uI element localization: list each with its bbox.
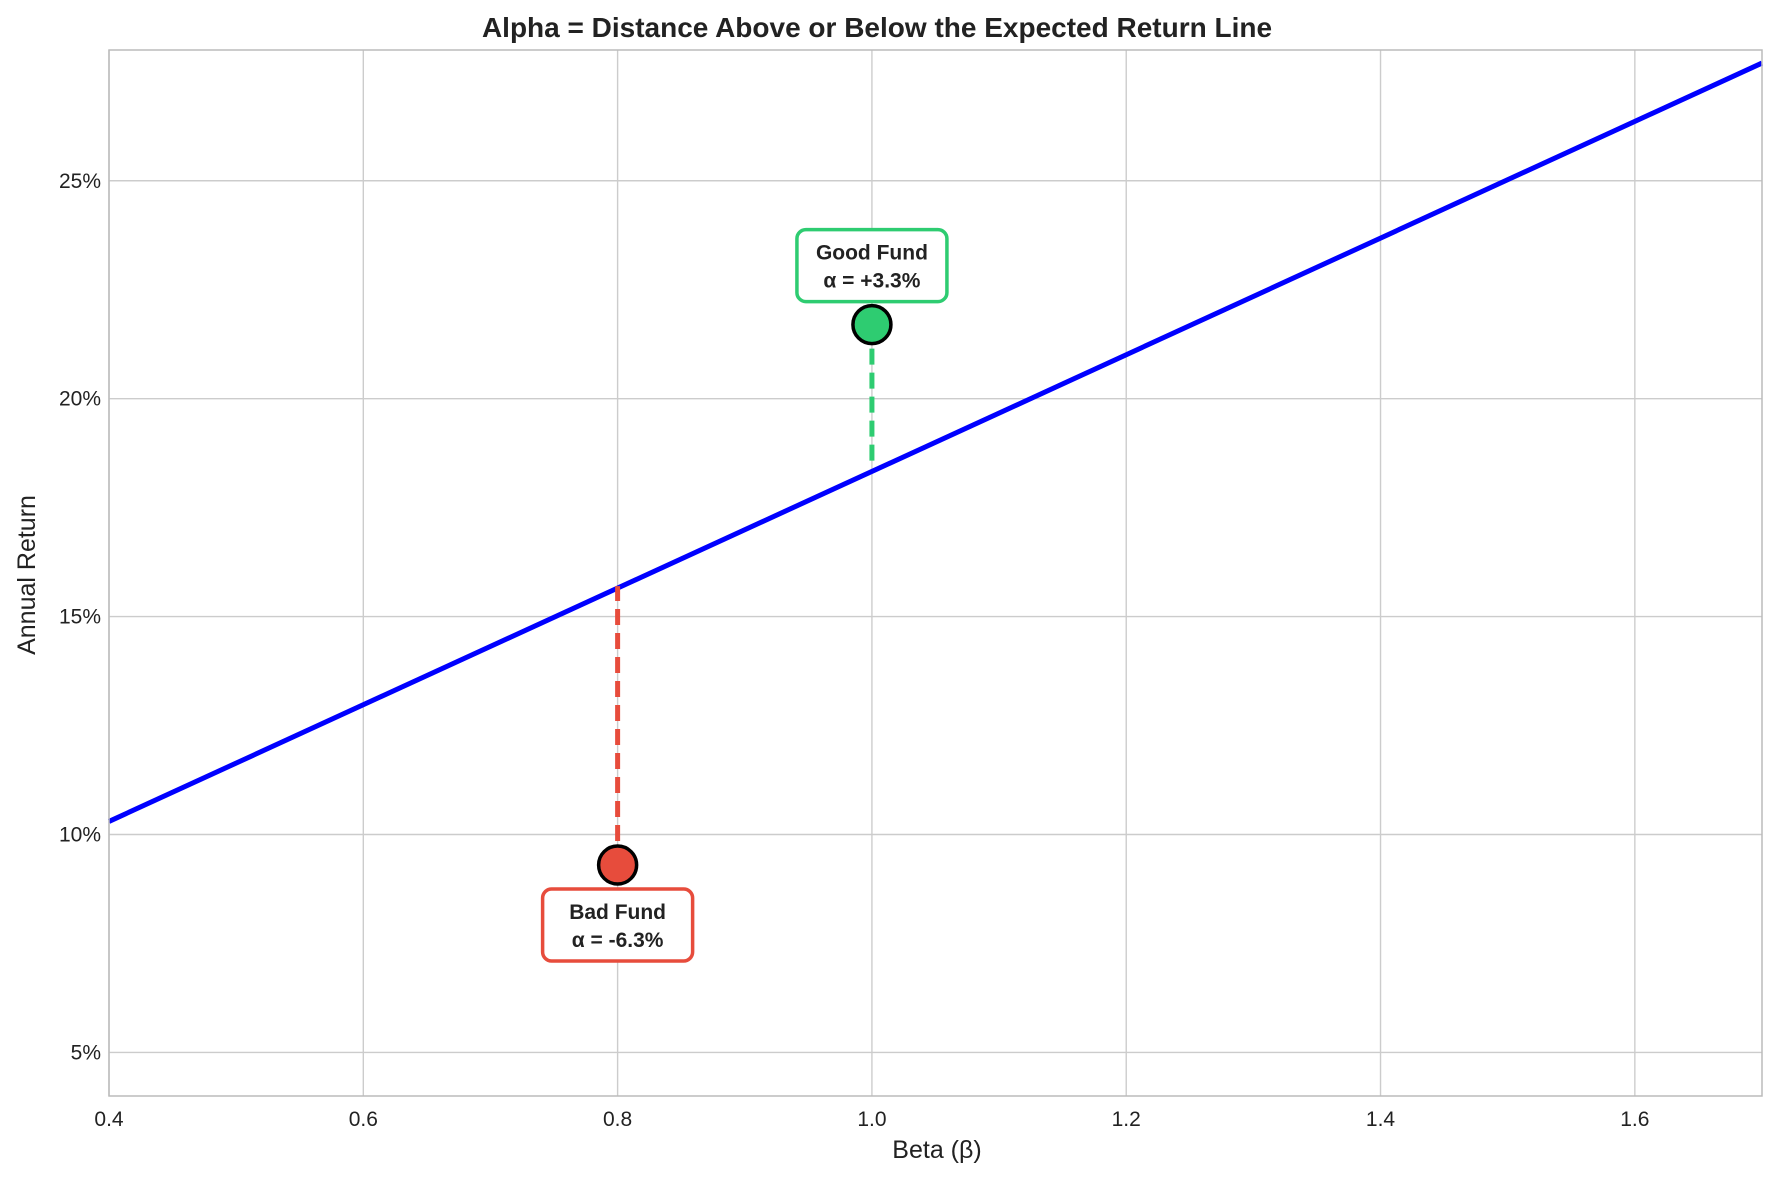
y-tick-label: 25% — [59, 170, 101, 193]
fund-label-box — [795, 227, 949, 304]
y-tick-label: 5% — [71, 1041, 101, 1064]
x-tick-label: 1.0 — [857, 1108, 886, 1131]
x-axis-label: Beta (β) — [892, 1136, 981, 1164]
fund-label-box — [540, 887, 695, 963]
fund-label-alpha: α = -6.3% — [572, 929, 664, 952]
x-tick-label: 0.4 — [94, 1108, 124, 1131]
points-layer: Good Fund α = +3.3% Bad Fund α = -6.3% — [540, 227, 949, 963]
plot-border — [108, 49, 1763, 1097]
grid — [108, 50, 1762, 1096]
fund-label-name: Bad Fund — [569, 901, 666, 924]
fund-label-alpha: α = +3.3% — [823, 270, 920, 293]
fund-label-name: Good Fund — [816, 242, 928, 265]
x-tick-label: 0.6 — [349, 1108, 378, 1131]
x-tick-label: 1.4 — [1366, 1108, 1396, 1131]
y-axis-label: Annual Return — [13, 495, 41, 655]
tick-labels: 0.4 0.6 0.8 1.0 1.2 1.4 1.6 5% 10% 15% 20% 25% — [59, 170, 1649, 1131]
x-tick-label: 1.6 — [1620, 1108, 1649, 1131]
series-layer — [107, 60, 1764, 824]
chart-title: Alpha = Distance Above or Below the Expe… — [482, 12, 1272, 43]
x-tick-label: 0.8 — [603, 1108, 632, 1131]
fund-marker — [851, 303, 893, 346]
x-tick-label: 1.2 — [1112, 1108, 1141, 1131]
plot-frame — [108, 49, 1763, 1097]
expected-return-line — [107, 60, 1764, 824]
y-tick-label: 10% — [59, 824, 101, 847]
y-tick-label: 15% — [59, 606, 101, 629]
fund-marker — [596, 844, 639, 886]
y-tick-label: 20% — [59, 388, 101, 411]
